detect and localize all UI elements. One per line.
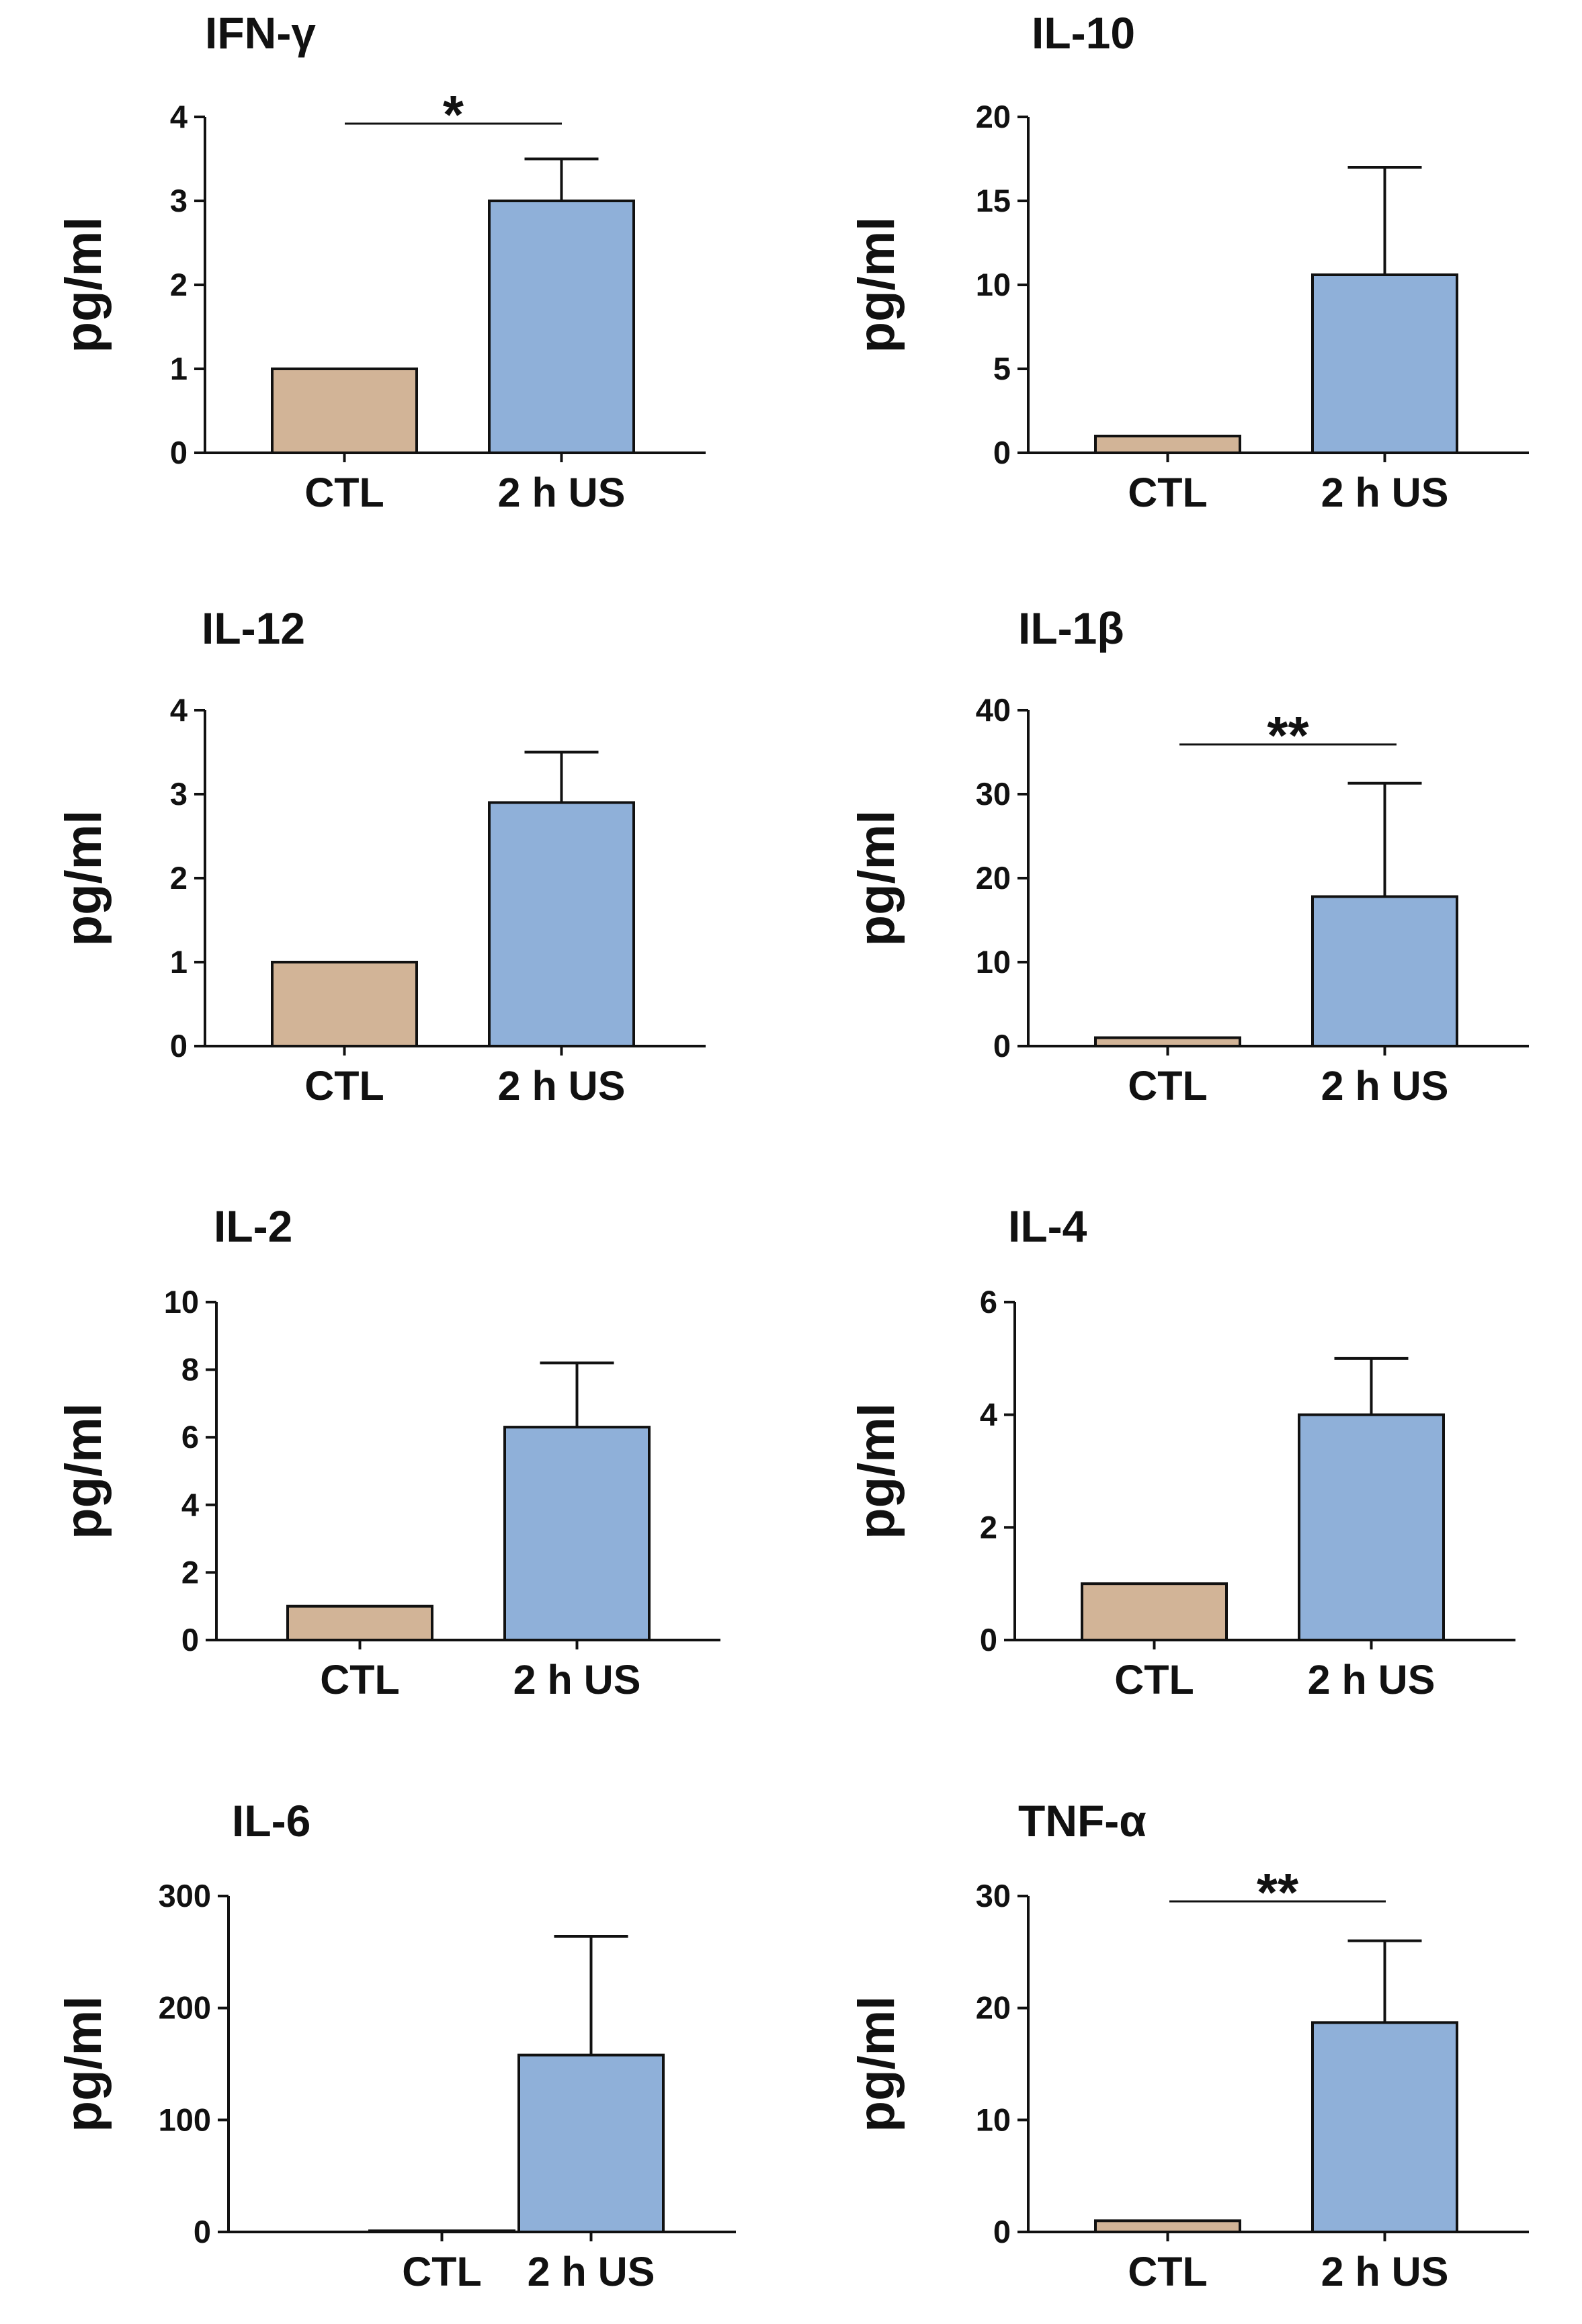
y-tick-label: 10 xyxy=(976,2102,1011,2137)
bar-ctl xyxy=(286,1604,433,1641)
y-tick-label: 0 xyxy=(980,1622,997,1658)
panel-7: IL-6 pg/ml 0 100 200 300 CTL 2 h US xyxy=(55,1796,736,2294)
x-category-label: CTL xyxy=(304,470,384,515)
y-tick-label: 10 xyxy=(976,267,1011,302)
y-tick-label: 0 xyxy=(194,2214,211,2249)
x-category-label: 2 h US xyxy=(1321,470,1449,515)
y-tick-label: 40 xyxy=(976,692,1011,728)
y-tick-label: 20 xyxy=(976,860,1011,896)
x-category-label: CTL xyxy=(304,1063,384,1109)
bar-ctl xyxy=(271,368,418,454)
y-axis-label: pg/ml xyxy=(55,1403,112,1539)
significance-marker: * xyxy=(443,85,464,144)
y-tick-label: 0 xyxy=(993,1028,1011,1064)
y-tick-label: 6 xyxy=(181,1419,199,1455)
y-tick-label: 3 xyxy=(170,776,188,812)
x-category-label: CTL xyxy=(1128,470,1208,515)
significance-marker: ** xyxy=(1267,705,1309,765)
panel-5: IL-2 pg/ml 0 2 4 6 8 10 CTL 2 h US xyxy=(55,1201,720,1703)
y-tick-label: 2 xyxy=(170,267,188,302)
y-tick-label: 30 xyxy=(976,1878,1011,1913)
y-tick-label: 3 xyxy=(170,183,188,218)
y-tick-label: 20 xyxy=(976,99,1011,134)
x-category-label: 2 h US xyxy=(1321,2249,1449,2294)
x-category-label: 2 h US xyxy=(498,1063,626,1109)
panel-title: IL-2 xyxy=(214,1201,292,1251)
panel-2: IL-10 pg/ml 0 5 10 15 20 CTL 2 h US xyxy=(848,8,1529,515)
y-axis-label: pg/ml xyxy=(55,810,112,947)
bar-treated xyxy=(488,200,635,454)
panel-title: IL-10 xyxy=(1032,8,1135,58)
x-category-label: CTL xyxy=(1114,1657,1194,1703)
bar-treated xyxy=(488,801,635,1047)
y-tick-label: 200 xyxy=(159,1990,211,2026)
bar-treated xyxy=(1298,1413,1445,1642)
y-tick-label: 0 xyxy=(993,2214,1011,2249)
y-tick-label: 0 xyxy=(993,435,1011,470)
panel-title: IL-1β xyxy=(1018,603,1124,653)
y-tick-label: 10 xyxy=(164,1284,199,1320)
y-tick-label: 0 xyxy=(170,1028,188,1064)
panel-title: TNF-α xyxy=(1018,1796,1147,1846)
panel-1: IFN-γ pg/ml 0 1 2 3 4 CTL 2 h US * xyxy=(55,8,706,515)
x-category-label: CTL xyxy=(1128,1063,1208,1109)
y-tick-label: 4 xyxy=(170,99,188,134)
y-tick-label: 2 xyxy=(980,1509,997,1545)
bar-ctl xyxy=(1094,435,1241,454)
y-tick-label: 300 xyxy=(159,1878,211,1913)
y-tick-label: 6 xyxy=(980,1284,997,1320)
y-tick-label: 30 xyxy=(976,776,1011,812)
y-tick-label: 8 xyxy=(181,1352,199,1387)
panel-title: IL-6 xyxy=(232,1796,310,1846)
x-category-label: 2 h US xyxy=(1308,1657,1435,1703)
y-tick-label: 0 xyxy=(181,1622,199,1658)
x-category-label: 2 h US xyxy=(1321,1063,1449,1109)
x-category-label: CTL xyxy=(1128,2249,1208,2294)
y-tick-label: 1 xyxy=(170,351,188,386)
y-tick-label: 100 xyxy=(159,2102,211,2137)
bar-treated xyxy=(1311,895,1458,1047)
panel-4: IL-1β pg/ml 0 10 20 30 40 CTL 2 h US ** xyxy=(848,603,1529,1109)
x-category-label: CTL xyxy=(320,1657,400,1703)
y-tick-label: 10 xyxy=(976,944,1011,980)
bar-ctl xyxy=(1094,1036,1241,1047)
panel-8: TNF-α pg/ml 0 10 20 30 CTL 2 h US ** xyxy=(848,1796,1529,2294)
y-tick-label: 0 xyxy=(170,435,188,470)
bar-treated xyxy=(517,2053,665,2234)
y-tick-label: 2 xyxy=(170,860,188,896)
bar-ctl xyxy=(1081,1582,1228,1642)
y-axis-label: pg/ml xyxy=(848,1996,905,2133)
x-category-label: 2 h US xyxy=(528,2249,655,2294)
x-category-label: 2 h US xyxy=(498,470,626,515)
panel-title: IL-4 xyxy=(1008,1201,1087,1251)
y-axis-label: pg/ml xyxy=(55,217,112,353)
y-tick-label: 5 xyxy=(993,351,1011,386)
y-axis-label: pg/ml xyxy=(848,217,905,353)
y-axis-label: pg/ml xyxy=(848,810,905,947)
y-tick-label: 15 xyxy=(976,183,1011,218)
y-tick-label: 4 xyxy=(170,692,188,728)
bar-ctl xyxy=(271,961,418,1047)
bar-treated xyxy=(503,1426,651,1642)
y-tick-label: 4 xyxy=(980,1397,997,1432)
y-axis-label: pg/ml xyxy=(55,1996,112,2133)
significance-marker: ** xyxy=(1257,1862,1299,1922)
y-axis-label: pg/ml xyxy=(848,1403,905,1539)
bar-ctl xyxy=(368,2229,515,2233)
panel-3: IL-12 pg/ml 0 1 2 3 4 CTL 2 h US xyxy=(55,603,706,1109)
y-tick-label: 20 xyxy=(976,1990,1011,2026)
panel-title: IFN-γ xyxy=(205,8,316,58)
x-category-label: CTL xyxy=(402,2249,482,2294)
y-tick-label: 4 xyxy=(181,1487,199,1522)
bar-treated xyxy=(1311,2021,1458,2233)
bar-treated xyxy=(1311,273,1458,454)
y-tick-label: 1 xyxy=(170,944,188,980)
y-tick-label: 2 xyxy=(181,1554,199,1590)
panel-title: IL-12 xyxy=(202,603,305,653)
x-category-label: 2 h US xyxy=(513,1657,641,1703)
bar-ctl xyxy=(1094,2219,1241,2233)
panel-6: IL-4 pg/ml 0 2 4 6 CTL 2 h US xyxy=(848,1201,1515,1703)
